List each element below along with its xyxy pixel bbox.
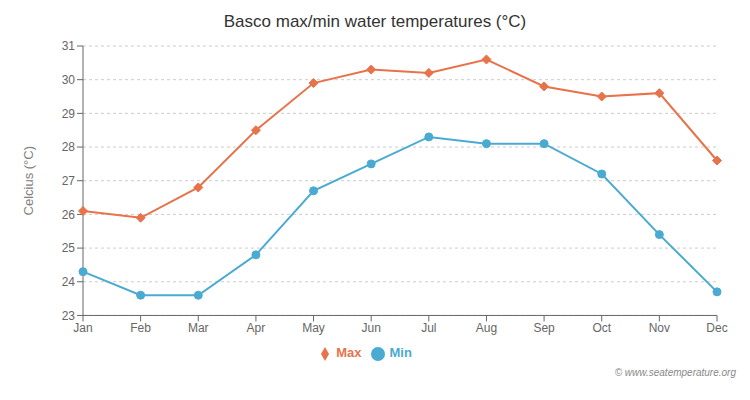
svg-text:Sep: Sep — [533, 321, 555, 335]
svg-text:28: 28 — [62, 140, 76, 154]
svg-text:31: 31 — [62, 39, 76, 53]
svg-text:Mar: Mar — [188, 321, 209, 335]
svg-text:Oct: Oct — [592, 321, 611, 335]
html-text:Min: Min — [389, 345, 412, 361]
svg-text:23: 23 — [62, 309, 76, 323]
svg-text:Jun: Jun — [362, 321, 381, 335]
svg-text:Apr: Apr — [247, 321, 266, 335]
svg-text:Dec: Dec — [706, 321, 727, 335]
svg-text:May: May — [302, 321, 325, 335]
svg-text:Feb: Feb — [130, 321, 151, 335]
svg-text:Jul: Jul — [421, 321, 436, 335]
html-text:Max: Max — [336, 345, 362, 361]
svg-text:25: 25 — [62, 241, 76, 255]
svg-text:30: 30 — [62, 73, 76, 87]
svg-text:24: 24 — [62, 275, 76, 289]
svg-text:29: 29 — [62, 107, 76, 121]
svg-text:Nov: Nov — [649, 321, 670, 335]
svg-text:27: 27 — [62, 174, 76, 188]
svg-text:Aug: Aug — [476, 321, 497, 335]
svg-text:Celcius (°C): Celcius (°C) — [21, 146, 36, 215]
html-text:Basco max/min water temperatur: Basco max/min water temperatures (°C) — [223, 12, 527, 31]
svg-text:Jan: Jan — [73, 321, 92, 335]
svg-text:26: 26 — [62, 208, 76, 222]
html-text:© www.seatemperature.org: © www.seatemperature.org — [614, 367, 736, 378]
